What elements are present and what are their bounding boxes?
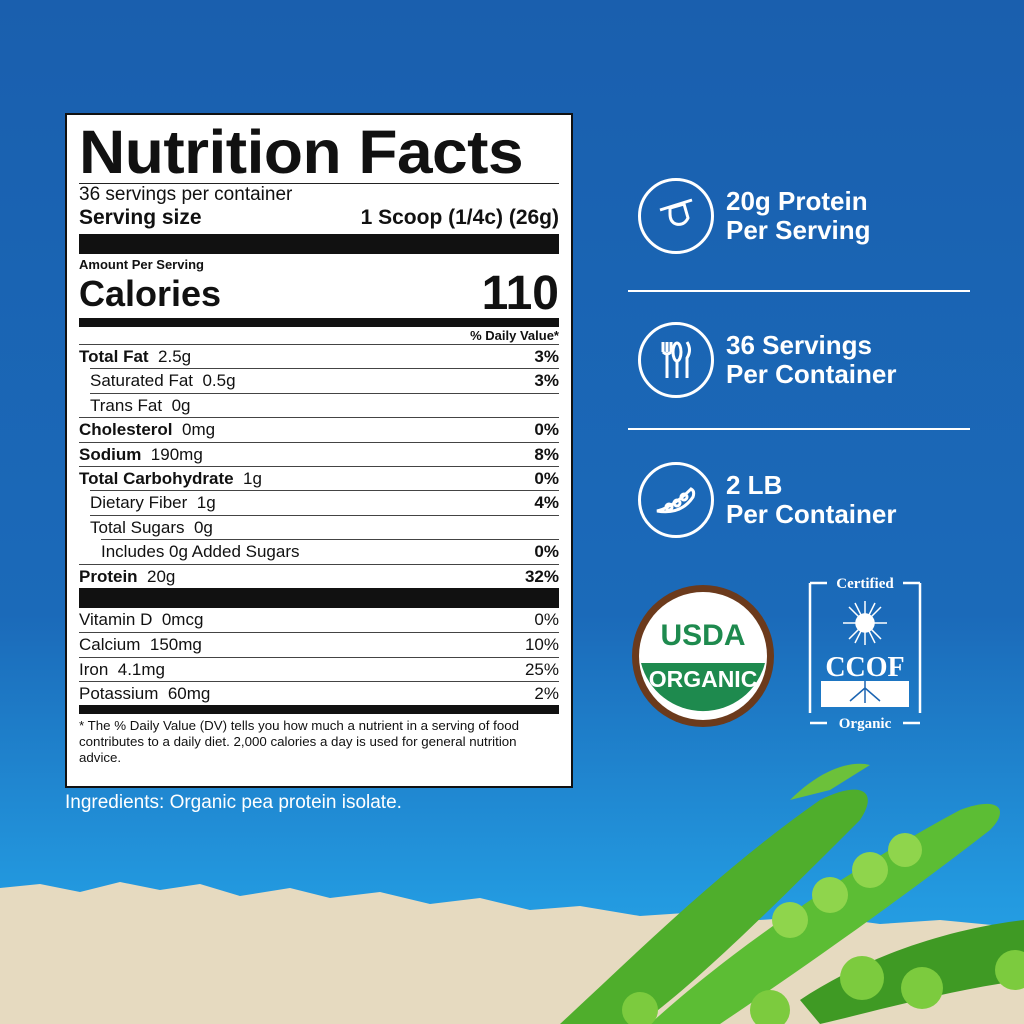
thick-divider — [79, 587, 559, 608]
calories-value: 110 — [481, 267, 559, 320]
nutrient-dv: 3% — [534, 371, 559, 391]
nutrient-row: Dietary Fiber 1g 4% — [90, 490, 559, 514]
nutrient-row: Total Fat 2.5g 3% — [79, 344, 559, 368]
vitamin-amount: 0mcg — [161, 609, 204, 629]
vitamin-name: Calcium — [79, 635, 141, 655]
nutrient-dv: 32% — [524, 566, 559, 586]
nutrition-facts-label: Nutrition Facts 36 servings per containe… — [65, 113, 573, 788]
nutrient-amount: 0g — [193, 517, 213, 537]
thick-divider — [79, 318, 559, 327]
pea-pod-icon — [638, 462, 714, 538]
nutrient-row: Saturated Fat 0.5g 3% — [90, 368, 559, 392]
vitamin-dv: 10% — [524, 635, 559, 655]
vitamin-row: Vitamin D 0mcg 0% — [79, 608, 559, 632]
vitamin-row: Calcium 150mg 10% — [79, 632, 559, 656]
nutrient-row: Includes 0g Added Sugars 0% — [101, 539, 559, 563]
vitamin-row: Potassium 60mg 2% — [79, 681, 559, 705]
vitamin-amount: 150mg — [149, 635, 202, 655]
scoop-icon — [638, 178, 714, 254]
divider — [79, 183, 559, 184]
nutrient-name: Sodium — [79, 444, 142, 464]
svg-text:USDA: USDA — [660, 619, 745, 652]
serving-size-label: Serving size — [79, 206, 202, 229]
utensils-icon — [638, 322, 714, 398]
nutrient-amount: 0.5g — [202, 371, 236, 391]
nutrient-row: Protein 20g 32% — [79, 563, 559, 588]
nutrient-row: Total Carbohydrate 1g 0% — [79, 465, 559, 490]
nutrient-dv: 8% — [534, 444, 559, 464]
amount-per-serving: Amount Per Serving — [79, 257, 204, 272]
nutrient-amount: 2.5g — [158, 347, 192, 366]
nutrient-name: Total Sugars — [90, 517, 185, 537]
vitamin-name: Vitamin D — [79, 609, 153, 629]
vitamin-dv: 25% — [524, 659, 559, 679]
nutrient-amount: 0g — [171, 395, 191, 415]
nutrient-name: Includes 0g Added Sugars — [101, 542, 300, 562]
thick-divider — [79, 234, 559, 254]
vitamin-amount: 60mg — [167, 684, 211, 704]
svg-text:CCOF: CCOF — [825, 652, 904, 683]
ccof-certified-organic-seal: Certified CCOF Organic — [808, 576, 922, 732]
pea-pods — [560, 763, 1024, 1024]
servings-per-container: 36 servings per container — [79, 184, 293, 205]
nutrient-name: Dietary Fiber — [90, 493, 188, 513]
nutrient-dv: 3% — [534, 347, 559, 366]
label-title: Nutrition Facts — [79, 118, 524, 186]
vitamin-name: Potassium — [79, 684, 159, 704]
nutrient-amount: 0mg — [181, 420, 216, 440]
ingredients: Ingredients: Organic pea protein isolate… — [65, 792, 402, 813]
divider — [628, 428, 970, 430]
nutrient-dv: 0% — [534, 542, 559, 562]
nutrient-name: Total Carbohydrate — [79, 468, 234, 488]
nutrient-name: Saturated Fat — [90, 371, 194, 391]
nutrient-row: Cholesterol 0mg 0% — [79, 417, 559, 441]
nutrient-name: Protein — [79, 566, 138, 586]
calories-label: Calories — [79, 273, 222, 314]
feature-weight: 2 LB Per Container — [638, 462, 897, 538]
nutrient-row: Sodium 190mg 8% — [79, 441, 559, 466]
svg-text:ORGANIC: ORGANIC — [649, 666, 758, 692]
nutrient-name: Trans Fat — [90, 395, 163, 415]
daily-value-header: % Daily Value* — [470, 328, 559, 343]
feature-servings: 36 Servings Per Container — [638, 322, 897, 398]
footnote: * The % Daily Value (DV) tells you how m… — [79, 718, 519, 766]
nutrient-row: Total Sugars 0g — [90, 514, 559, 539]
feature-protein: 20g Protein Per Serving — [638, 178, 871, 254]
nutrient-row: Trans Fat 0g — [90, 392, 559, 417]
vitamin-dv: 0% — [534, 609, 559, 629]
nutrient-amount: 20g — [147, 566, 176, 586]
vitamin-amount: 4.1mg — [117, 659, 165, 679]
svg-text:Organic: Organic — [839, 716, 892, 732]
serving-size-value: 1 Scoop (1/4c) (26g) — [360, 206, 559, 229]
nutrient-list: Total Fat 2.5g 3% Saturated Fat 0.5g 3% Tran… — [79, 344, 559, 588]
thick-divider — [79, 705, 559, 715]
nutrient-dv: 4% — [534, 493, 559, 513]
vitamin-name: Iron — [79, 659, 109, 679]
nutrient-name: Cholesterol — [79, 420, 173, 440]
nutrient-amount: 190mg — [150, 444, 203, 464]
calories-row: Calories 110 — [79, 267, 559, 320]
nutrient-amount: 1g — [196, 493, 216, 513]
svg-text:Certified: Certified — [836, 576, 894, 592]
nutrient-dv: 0% — [534, 420, 559, 440]
usda-organic-seal: USDA ORGANIC — [632, 585, 774, 727]
serving-size: Serving size 1 Scoop (1/4c) (26g) — [79, 206, 559, 230]
vitamin-dv: 2% — [534, 684, 559, 704]
nutrient-dv: 0% — [534, 468, 559, 488]
vitamin-row: Iron 4.1mg 25% — [79, 656, 559, 681]
nutrient-amount: 1g — [243, 468, 262, 488]
divider — [628, 290, 970, 292]
vitamin-list: Vitamin D 0mcg 0% Calcium 150mg 10% Iron 4.1… — [79, 608, 559, 706]
nutrient-name: Total Fat — [79, 347, 149, 366]
